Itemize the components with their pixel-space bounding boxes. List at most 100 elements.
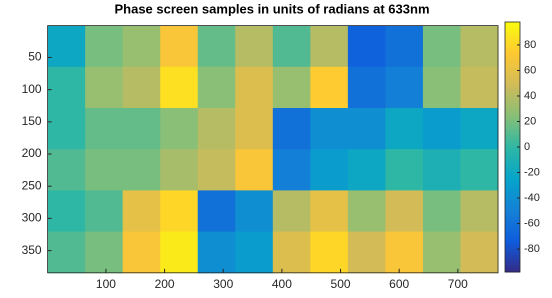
colorbar-swatch: [505, 162, 520, 165]
colorbar-tick-label: -20: [524, 166, 540, 178]
y-tick-label: 150: [22, 114, 42, 128]
colorbar-swatch: [505, 67, 520, 70]
colorbar-swatch: [505, 252, 520, 255]
colorbar-swatch: [505, 169, 520, 173]
heatmap-cell: [310, 231, 349, 274]
colorbar-swatch: [505, 84, 520, 88]
colorbar-swatch: [505, 114, 520, 118]
colorbar-swatch: [505, 52, 520, 55]
colorbar-swatch: [505, 242, 520, 245]
heatmap-cell: [122, 149, 161, 191]
colorbar-swatch: [505, 124, 520, 128]
x-tick-label: 600: [389, 277, 409, 291]
colorbar-swatch: [505, 44, 520, 48]
heatmap-cell: [347, 25, 386, 68]
colorbar-swatch: [505, 209, 520, 213]
colorbar-swatch: [505, 224, 520, 228]
heatmap-cell: [272, 190, 311, 233]
heatmap-cell: [122, 231, 161, 274]
colorbar-swatch: [505, 54, 520, 58]
heatmap-cell: [272, 149, 311, 191]
heatmap-cell: [272, 66, 311, 109]
colorbar-swatch: [505, 92, 520, 95]
y-tick-label: 300: [22, 211, 42, 225]
colorbar-swatch: [505, 207, 520, 210]
heatmap-cell: [422, 231, 461, 274]
heatmap-cell: [160, 66, 199, 109]
colorbar-tick-label: 80: [524, 39, 536, 51]
axes-box: [47, 25, 499, 274]
colorbar-swatch: [505, 179, 520, 183]
colorbar-swatch: [505, 72, 520, 75]
heatmap-cell: [422, 190, 461, 233]
colorbar-swatch: [505, 219, 520, 223]
colorbar-swatch: [505, 269, 520, 273]
heatmap-cell: [122, 66, 161, 109]
colorbar-swatch: [505, 192, 520, 195]
colorbar-swatch: [505, 137, 520, 140]
colorbar-swatch: [505, 159, 520, 163]
heatmap-cell: [310, 66, 349, 109]
heatmap-cell: [47, 190, 86, 233]
x-tick-label: 700: [448, 277, 468, 291]
colorbar-swatch: [505, 249, 520, 253]
colorbar-swatch: [505, 37, 520, 40]
heatmap-cell: [122, 190, 161, 233]
heatmap-cell: [235, 108, 274, 150]
heatmap-cell: [122, 108, 161, 150]
x-tick-label: 400: [272, 277, 292, 291]
x-tick-label: 100: [96, 277, 116, 291]
colorbar-swatch: [505, 142, 520, 145]
colorbar-swatch: [505, 69, 520, 73]
colorbar-swatch: [505, 29, 520, 33]
heatmap-cell: [197, 25, 236, 68]
heatmap-cell: [197, 108, 236, 150]
y-tick-label: 200: [22, 146, 42, 160]
colorbar-swatch: [505, 34, 520, 38]
heatmap-cell: [385, 190, 424, 233]
y-tick-label: 250: [22, 178, 42, 192]
colorbar-tick-label: -60: [524, 217, 540, 229]
heatmap-cell: [85, 231, 124, 274]
colorbar-swatch: [505, 189, 520, 193]
heatmap-cell: [310, 25, 349, 68]
heatmap-cell: [460, 66, 499, 109]
colorbar-swatch: [505, 127, 520, 130]
heatmap-cell: [272, 231, 311, 274]
colorbar-swatch: [505, 199, 520, 203]
colorbar-swatch: [505, 39, 520, 43]
colorbar-swatch: [505, 49, 520, 53]
heatmap-cell: [310, 149, 349, 191]
colorbar-swatch: [505, 267, 520, 270]
colorbar-swatch: [505, 182, 520, 185]
colorbar-swatch: [505, 237, 520, 240]
heatmap-cell: [347, 231, 386, 274]
colorbar-tick-label: 40: [524, 90, 536, 102]
colorbar-swatch: [505, 264, 520, 268]
heatmap-cell: [197, 190, 236, 233]
colorbar-swatch: [505, 144, 520, 148]
heatmap-cell: [197, 231, 236, 274]
colorbar-swatch: [505, 62, 520, 65]
heatmap-cell: [85, 149, 124, 191]
colorbar-tick-label: -80: [524, 243, 540, 255]
heatmap-cell: [460, 108, 499, 150]
colorbar-swatch: [505, 64, 520, 68]
colorbar-swatch: [505, 132, 520, 135]
colorbar-swatch: [505, 74, 520, 78]
colorbar-swatch: [505, 89, 520, 93]
x-tick-label: 500: [331, 277, 351, 291]
y-tick-label: 100: [22, 82, 42, 96]
heatmap-cell: [385, 231, 424, 274]
colorbar-swatch: [505, 134, 520, 138]
colorbar-swatch: [505, 172, 520, 175]
colorbar-swatch: [505, 97, 520, 100]
heatmap-cell: [160, 231, 199, 274]
colorbar-swatch: [505, 122, 520, 125]
colorbar-tick-label: 20: [524, 115, 536, 127]
heatmap-cell: [347, 108, 386, 150]
colorbar-swatch: [505, 234, 520, 238]
colorbar-swatch: [505, 247, 520, 250]
heatmap-cell: [310, 108, 349, 150]
